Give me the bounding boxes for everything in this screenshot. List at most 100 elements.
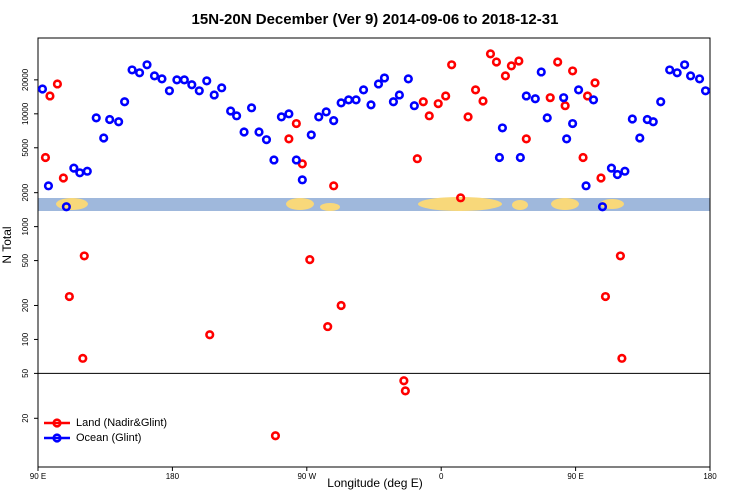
x-tick-label: 90 E [30,472,46,481]
y-axis-label: N Total [0,226,14,263]
legend-marker [52,433,62,443]
data-point [344,95,354,105]
data-point [542,113,552,123]
data-point [494,152,505,163]
data-point [470,85,481,95]
data-point [105,114,115,125]
x-tick-label: 90 E [567,472,583,481]
data-point [617,353,627,363]
data-point [45,91,55,101]
x-tick-label: 90 W [297,472,316,481]
data-point [246,103,257,113]
data-point [366,100,376,110]
y-tick-label: 20 [21,413,30,422]
data-point [336,98,346,108]
chart-title: 15N-20N December (Ver 9) 2014-09-06 to 2… [192,11,559,28]
data-point [69,163,79,173]
data-point [291,155,301,165]
data-point [491,57,502,67]
y-tick-label: 200 [21,298,30,312]
data-point [456,193,466,203]
data-point [270,431,281,441]
data-point [399,376,409,386]
data-point [521,134,531,144]
data-point [680,60,690,70]
data-point [172,75,182,85]
data-point [209,90,219,100]
data-point [573,85,584,95]
data-point [358,85,369,95]
x-tick-label: 0 [439,472,444,481]
legend-label: Land (Nadir&Glint) [76,417,167,429]
data-point [478,96,488,106]
data-point [179,75,189,85]
data-point [164,86,175,96]
data-point [590,78,600,88]
data-point [627,114,637,124]
data-point [597,202,608,212]
data-point [291,118,301,129]
data-point [82,166,92,176]
data-point [297,159,307,169]
data-point [205,330,215,340]
data-point [403,74,413,84]
data-point [187,80,197,90]
data-point [321,107,331,117]
y-tick-label: 2000 [21,183,30,201]
data-point [463,112,473,122]
data-point [615,251,626,261]
y-tick-label: 10000 [21,102,30,125]
x-tick-label: 180 [166,472,180,481]
legend-label: Ocean (Glint) [76,432,141,444]
data-point [120,97,130,107]
data-point [553,57,563,67]
data-point [276,112,287,122]
data-point [562,134,572,144]
data-point [672,68,682,78]
y-tick-label: 50 [21,368,30,377]
data-point [40,152,51,163]
data-point [194,86,204,96]
data-point [500,71,511,81]
data-point [412,154,422,164]
y-tick-label: 500 [21,253,30,267]
data-point [323,321,333,332]
data-point [64,291,74,302]
data-point [394,90,404,100]
data-point [400,386,410,396]
data-point [530,94,540,104]
data-point [127,65,137,75]
data-point [409,101,419,111]
data-point [606,163,617,173]
data-point [373,79,384,89]
data-point [52,79,63,89]
data-point [99,133,109,143]
data-point [418,97,428,107]
data-point [485,49,496,59]
data-point [568,118,578,129]
legend-marker [52,418,62,428]
data-point [217,83,227,93]
data-point [284,134,294,144]
data-point [600,291,611,302]
data-point [665,65,675,75]
data-point [388,97,399,107]
data-point [329,181,339,191]
data-point [226,106,236,116]
data-point [75,168,85,178]
data-point [306,130,316,140]
data-point [79,251,89,261]
data-point [284,109,294,119]
data-point [656,97,666,107]
data-point [157,74,167,84]
data-point [314,112,324,122]
data-point [433,99,443,109]
data-point [635,133,645,143]
data-point [254,127,264,137]
data-point [441,91,451,101]
data-point [336,300,346,311]
data-point [379,73,390,83]
data-point [578,152,588,163]
data-point [142,60,152,70]
